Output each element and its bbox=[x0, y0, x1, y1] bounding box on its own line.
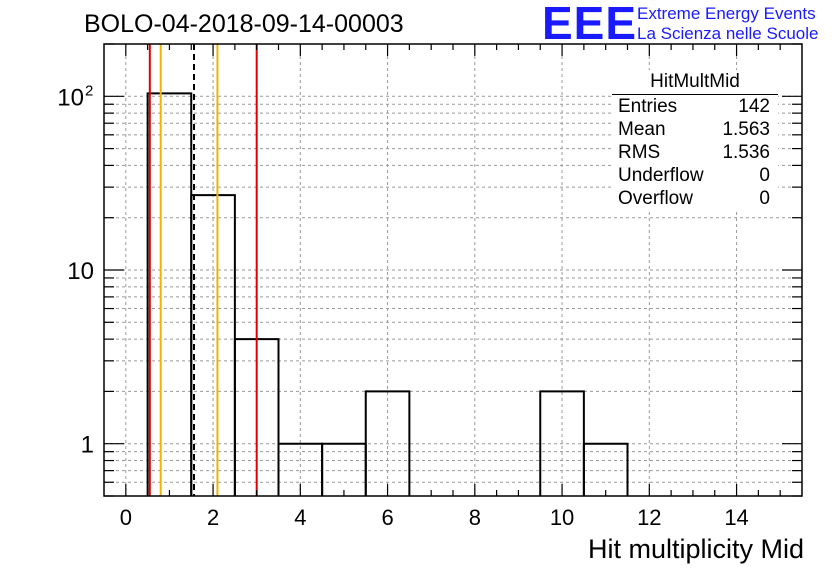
stats-value: 1.536 bbox=[722, 142, 770, 163]
axis-ticks bbox=[104, 43, 802, 497]
x-tick-label: 12 bbox=[637, 505, 661, 530]
x-tick-label: 6 bbox=[381, 505, 393, 530]
stats-value: 0 bbox=[759, 188, 770, 209]
y-tick-label: 10 bbox=[67, 258, 94, 285]
x-axis-title: Hit multiplicity Mid bbox=[587, 534, 804, 564]
stats-label: Mean bbox=[618, 119, 666, 140]
stats-label: RMS bbox=[618, 142, 661, 163]
y-tick-label: 10 bbox=[57, 84, 84, 111]
logo-line-1: Extreme Energy Events bbox=[637, 4, 816, 23]
plot-title: BOLO-04-2018-09-14-00003 bbox=[84, 10, 404, 38]
stats-box: HitMultMid Entries 142 Mean 1.563 RMS 1.… bbox=[612, 70, 778, 210]
histogram-bin bbox=[364, 390, 411, 496]
x-tick-label: 8 bbox=[469, 505, 481, 530]
stats-title: HitMultMid bbox=[612, 70, 778, 95]
logo-mark: EEE bbox=[542, 0, 638, 49]
y-tick-label: 1 bbox=[81, 432, 94, 459]
x-tick-label: 2 bbox=[207, 505, 219, 530]
stats-label: Overflow bbox=[618, 188, 693, 209]
stats-row: Overflow 0 bbox=[612, 187, 778, 210]
stats-value: 0 bbox=[759, 165, 770, 186]
stats-value: 1.563 bbox=[722, 119, 770, 140]
stats-label: Underflow bbox=[618, 165, 704, 186]
stats-label: Entries bbox=[618, 96, 678, 117]
stats-row: Entries 142 bbox=[612, 95, 778, 118]
x-tick-label: 14 bbox=[724, 505, 748, 530]
histogram-series bbox=[146, 92, 629, 496]
eee-logo: EEE Extreme Energy Events La Scienza nel… bbox=[542, 0, 832, 49]
y-tick-exponent: 2 bbox=[85, 82, 93, 99]
x-tick-label: 4 bbox=[294, 505, 306, 530]
x-tick-label: 0 bbox=[120, 505, 132, 530]
stats-value: 142 bbox=[738, 96, 770, 117]
stats-row: Underflow 0 bbox=[612, 164, 778, 187]
stats-row: RMS 1.536 bbox=[612, 141, 778, 164]
stats-row: Mean 1.563 bbox=[612, 118, 778, 141]
marker-lines bbox=[148, 44, 258, 496]
histogram-bin bbox=[146, 92, 193, 496]
x-tick-label: 10 bbox=[550, 505, 574, 530]
histogram-bin bbox=[582, 442, 629, 496]
logo-line-2: La Scienza nelle Scuole bbox=[637, 24, 819, 43]
